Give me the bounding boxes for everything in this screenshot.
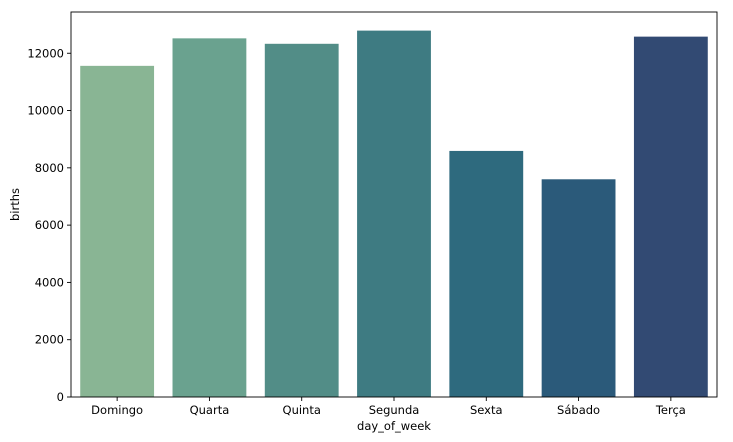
x-tick-label-2: Quinta bbox=[283, 403, 321, 417]
bar-6 bbox=[633, 36, 708, 398]
y-tick-label-2: 4000 bbox=[35, 275, 64, 289]
bar-1 bbox=[172, 38, 247, 398]
bar-2 bbox=[264, 43, 339, 397]
y-tick-label-4: 8000 bbox=[35, 161, 64, 175]
x-axis: Domingo Quarta Quinta Segunda Sexta Sábado Ter… bbox=[91, 397, 686, 417]
y-tick-label-6: 12000 bbox=[27, 46, 64, 60]
bar-4 bbox=[449, 150, 524, 397]
y-tick-label-1: 2000 bbox=[35, 333, 64, 347]
x-tick-label-0: Domingo bbox=[91, 403, 143, 417]
bar-5 bbox=[541, 179, 616, 397]
y-tick-label-3: 6000 bbox=[35, 218, 64, 232]
x-tick-label-1: Quarta bbox=[190, 403, 230, 417]
bar-3 bbox=[357, 30, 431, 398]
bars-group bbox=[80, 30, 708, 398]
x-tick-label-4: Sexta bbox=[470, 403, 503, 417]
plot-frame bbox=[70, 11, 718, 398]
y-tick-label-0: 0 bbox=[57, 390, 64, 404]
x-axis-label: day_of_week bbox=[357, 419, 431, 433]
x-tick-label-6: Terça bbox=[655, 403, 686, 417]
x-tick-label-3: Segunda bbox=[369, 403, 420, 417]
x-tick-label-5: Sábado bbox=[557, 403, 600, 417]
y-axis-label: births bbox=[8, 188, 22, 221]
y-tick-label-5: 10000 bbox=[27, 104, 64, 118]
y-axis: 0 2000 4000 6000 8000 10000 12000 bbox=[27, 46, 71, 404]
bar-0 bbox=[80, 65, 155, 398]
